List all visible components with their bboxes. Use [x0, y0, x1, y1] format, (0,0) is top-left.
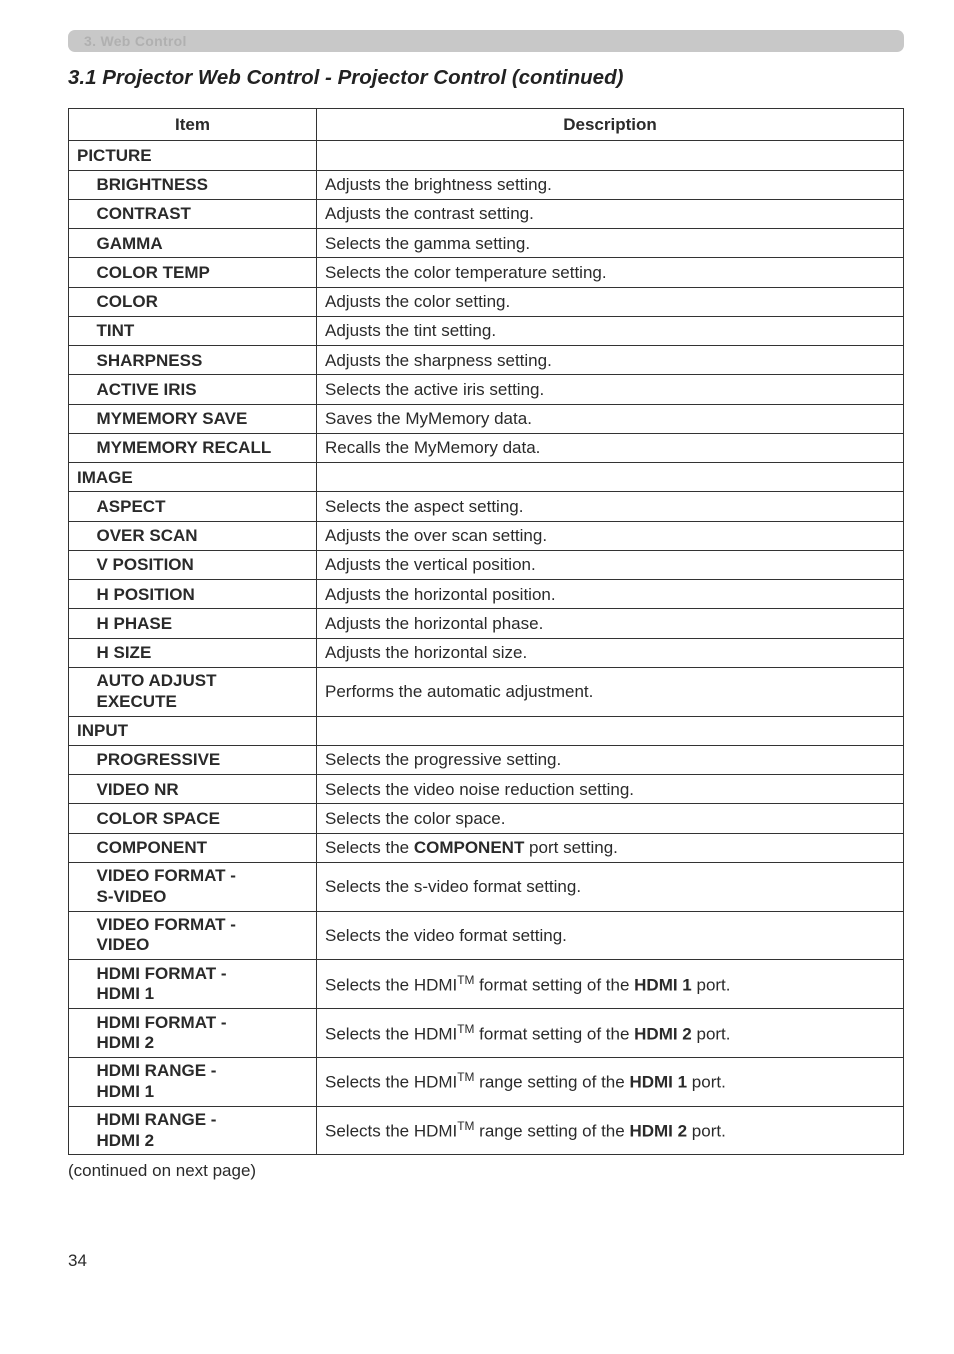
row-desc: Selects the video noise reduction settin… — [317, 775, 904, 804]
row-gutter — [69, 287, 89, 316]
row-gutter — [69, 258, 89, 287]
row-desc: Selects the HDMITM format setting of the… — [317, 1009, 904, 1058]
row-item: H PHASE — [89, 609, 317, 638]
row-gutter — [69, 1009, 89, 1058]
row-gutter — [69, 550, 89, 579]
row-item: COLOR — [89, 287, 317, 316]
row-item: ACTIVE IRIS — [89, 375, 317, 404]
row-item: COLOR TEMP — [89, 258, 317, 287]
row-item: PROGRESSIVE — [89, 745, 317, 774]
row-desc: Adjusts the brightness setting. — [317, 170, 904, 199]
row-item: MYMEMORY SAVE — [89, 404, 317, 433]
group-name: IMAGE — [69, 463, 317, 492]
row-gutter — [69, 960, 89, 1009]
settings-table: ItemDescriptionPICTUREBRIGHTNESSAdjusts … — [68, 108, 904, 1155]
row-gutter — [69, 667, 89, 716]
header-tag: 3. Web Control — [68, 30, 904, 52]
row-desc: Performs the automatic adjustment. — [317, 667, 904, 716]
group-name: PICTURE — [69, 141, 317, 170]
row-item: COMPONENT — [89, 833, 317, 862]
row-gutter — [69, 862, 89, 911]
row-gutter — [69, 609, 89, 638]
row-gutter — [69, 404, 89, 433]
row-item: MYMEMORY RECALL — [89, 433, 317, 462]
row-gutter — [69, 1057, 89, 1106]
row-gutter — [69, 580, 89, 609]
page-number: 34 — [68, 1251, 904, 1271]
row-gutter — [69, 1106, 89, 1155]
row-gutter — [69, 170, 89, 199]
row-item: VIDEO FORMAT -VIDEO — [89, 911, 317, 960]
row-desc: Recalls the MyMemory data. — [317, 433, 904, 462]
row-item: HDMI RANGE -HDMI 2 — [89, 1106, 317, 1155]
row-item: HDMI RANGE -HDMI 1 — [89, 1057, 317, 1106]
group-desc-blank — [317, 463, 904, 492]
row-desc: Adjusts the contrast setting. — [317, 199, 904, 228]
row-item: V POSITION — [89, 550, 317, 579]
row-gutter — [69, 911, 89, 960]
row-item: AUTO ADJUSTEXECUTE — [89, 667, 317, 716]
row-item: H POSITION — [89, 580, 317, 609]
row-gutter — [69, 833, 89, 862]
row-gutter — [69, 638, 89, 667]
row-desc: Selects the HDMITM range setting of the … — [317, 1057, 904, 1106]
row-desc: Selects the COMPONENT port setting. — [317, 833, 904, 862]
row-gutter — [69, 346, 89, 375]
row-desc: Adjusts the horizontal phase. — [317, 609, 904, 638]
group-name: INPUT — [69, 716, 317, 745]
row-desc: Adjusts the color setting. — [317, 287, 904, 316]
row-gutter — [69, 775, 89, 804]
row-gutter — [69, 199, 89, 228]
row-item: ASPECT — [89, 492, 317, 521]
row-gutter — [69, 745, 89, 774]
row-desc: Selects the progressive setting. — [317, 745, 904, 774]
row-item: HDMI FORMAT -HDMI 2 — [89, 1009, 317, 1058]
header-tag-text: 3. Web Control — [84, 33, 187, 49]
row-item: TINT — [89, 316, 317, 345]
row-gutter — [69, 521, 89, 550]
row-gutter — [69, 229, 89, 258]
row-item: OVER SCAN — [89, 521, 317, 550]
row-desc: Selects the HDMITM range setting of the … — [317, 1106, 904, 1155]
row-item: CONTRAST — [89, 199, 317, 228]
row-item: GAMMA — [89, 229, 317, 258]
row-gutter — [69, 492, 89, 521]
row-desc: Adjusts the sharpness setting. — [317, 346, 904, 375]
row-item: VIDEO FORMAT -S-VIDEO — [89, 862, 317, 911]
row-desc: Selects the gamma setting. — [317, 229, 904, 258]
row-item: HDMI FORMAT -HDMI 1 — [89, 960, 317, 1009]
row-desc: Adjusts the tint setting. — [317, 316, 904, 345]
row-item: SHARPNESS — [89, 346, 317, 375]
row-gutter — [69, 316, 89, 345]
row-desc: Adjusts the vertical position. — [317, 550, 904, 579]
row-item: H SIZE — [89, 638, 317, 667]
row-gutter — [69, 804, 89, 833]
row-item: BRIGHTNESS — [89, 170, 317, 199]
section-heading: 3.1 Projector Web Control - Projector Co… — [68, 66, 904, 90]
row-desc: Selects the video format setting. — [317, 911, 904, 960]
row-desc: Selects the HDMITM format setting of the… — [317, 960, 904, 1009]
row-desc: Saves the MyMemory data. — [317, 404, 904, 433]
row-desc: Selects the color temperature setting. — [317, 258, 904, 287]
col-header-item: Item — [69, 109, 317, 141]
col-header-desc: Description — [317, 109, 904, 141]
row-desc: Adjusts the horizontal size. — [317, 638, 904, 667]
group-desc-blank — [317, 141, 904, 170]
row-item: VIDEO NR — [89, 775, 317, 804]
row-desc: Selects the active iris setting. — [317, 375, 904, 404]
row-desc: Adjusts the over scan setting. — [317, 521, 904, 550]
group-desc-blank — [317, 716, 904, 745]
row-gutter — [69, 375, 89, 404]
row-desc: Selects the aspect setting. — [317, 492, 904, 521]
row-desc: Selects the s-video format setting. — [317, 862, 904, 911]
row-desc: Selects the color space. — [317, 804, 904, 833]
row-gutter — [69, 433, 89, 462]
row-item: COLOR SPACE — [89, 804, 317, 833]
continued-note: (continued on next page) — [68, 1161, 904, 1181]
row-desc: Adjusts the horizontal position. — [317, 580, 904, 609]
